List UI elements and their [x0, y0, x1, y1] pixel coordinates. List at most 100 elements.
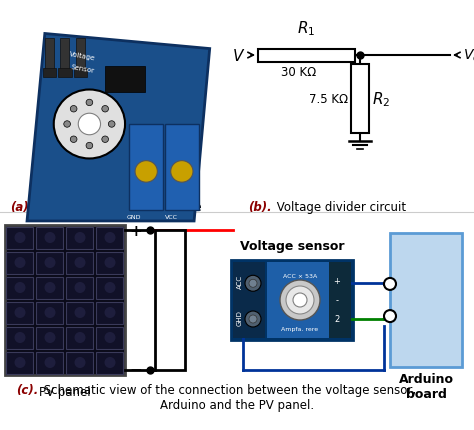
Circle shape [245, 276, 261, 292]
Bar [258, 49, 355, 62]
Circle shape [104, 357, 116, 368]
Bar [7, 227, 34, 249]
Circle shape [384, 278, 396, 290]
Polygon shape [27, 34, 210, 221]
Text: Sensor: Sensor [71, 64, 95, 74]
Circle shape [45, 357, 55, 368]
Circle shape [384, 310, 396, 322]
Bar [7, 352, 34, 374]
Bar [329, 262, 351, 338]
Text: GHD: GHD [237, 309, 243, 325]
Circle shape [70, 137, 77, 143]
Circle shape [64, 121, 71, 128]
Text: ACC: ACC [237, 274, 243, 289]
Circle shape [280, 280, 320, 320]
Text: B25 Voltage Sensor Module: B25 Voltage Sensor Module [36, 200, 201, 213]
Circle shape [102, 106, 109, 113]
Bar [36, 252, 64, 274]
Bar [97, 302, 124, 324]
Bar [97, 227, 124, 249]
Circle shape [104, 307, 116, 318]
Circle shape [102, 137, 109, 143]
Bar [5, 225, 125, 375]
Circle shape [74, 332, 85, 343]
Text: +: + [334, 277, 340, 286]
Bar [58, 69, 72, 77]
Circle shape [74, 258, 85, 268]
Circle shape [104, 258, 116, 268]
Bar [74, 69, 87, 77]
Bar [36, 352, 64, 374]
Text: $V_{out}$: $V_{out}$ [463, 48, 474, 64]
Text: Ampfa. rere: Ampfa. rere [282, 327, 319, 332]
Text: Load: Load [164, 285, 176, 315]
Bar [66, 227, 93, 249]
Circle shape [15, 332, 26, 343]
Bar [43, 69, 56, 77]
Text: (c).: (c). [16, 384, 38, 396]
Text: 7.5 KΩ: 7.5 KΩ [309, 92, 348, 105]
Text: GND: GND [127, 215, 141, 220]
Text: $R_2$: $R_2$ [372, 90, 390, 108]
Circle shape [45, 283, 55, 293]
Circle shape [15, 258, 26, 268]
Circle shape [78, 114, 100, 135]
Text: Voltage: Voltage [69, 51, 96, 61]
Circle shape [15, 283, 26, 293]
Bar [233, 262, 265, 338]
Bar [265, 262, 267, 338]
Bar [66, 352, 93, 374]
Bar [45, 39, 54, 71]
Text: +: + [129, 223, 142, 238]
Circle shape [135, 161, 157, 183]
Bar [97, 252, 124, 274]
Text: Arduino and the PV panel.: Arduino and the PV panel. [160, 399, 314, 412]
Bar [165, 125, 199, 211]
Bar [36, 227, 64, 249]
Bar [60, 39, 69, 71]
Text: 30 KΩ: 30 KΩ [281, 65, 316, 78]
Bar [66, 252, 93, 274]
Text: -: - [336, 296, 338, 305]
Circle shape [15, 233, 26, 243]
Circle shape [45, 233, 55, 243]
Circle shape [104, 283, 116, 293]
Text: GND: GND [400, 278, 429, 291]
Circle shape [245, 311, 261, 327]
Circle shape [86, 143, 93, 150]
Circle shape [109, 121, 115, 128]
Bar [66, 327, 93, 349]
Bar [7, 327, 34, 349]
Text: $V$: $V$ [232, 48, 245, 64]
Bar [129, 125, 163, 211]
Text: Voltage divider circuit: Voltage divider circuit [273, 200, 406, 213]
Bar [76, 39, 85, 71]
Text: Voltage sensor: Voltage sensor [240, 240, 344, 252]
Text: Schematic view of the connection between the voltage sensor,: Schematic view of the connection between… [40, 384, 416, 396]
Text: VCC: VCC [165, 215, 178, 220]
Bar [7, 252, 34, 274]
Circle shape [286, 286, 314, 314]
Text: ACC × 53A: ACC × 53A [283, 273, 317, 279]
Bar [155, 230, 185, 370]
Circle shape [15, 357, 26, 368]
Text: PV panel: PV panel [39, 385, 91, 398]
Circle shape [104, 332, 116, 343]
Circle shape [293, 293, 307, 307]
Bar [390, 233, 462, 367]
Circle shape [86, 100, 93, 107]
Text: −: − [129, 362, 142, 378]
Bar [36, 277, 64, 299]
Text: (b).: (b). [248, 200, 272, 213]
Text: $R_1$: $R_1$ [297, 19, 316, 37]
Bar [7, 277, 34, 299]
Circle shape [45, 332, 55, 343]
Circle shape [15, 307, 26, 318]
Bar [97, 327, 124, 349]
Bar [105, 67, 145, 92]
Bar [36, 327, 64, 349]
Circle shape [171, 161, 193, 183]
Bar [233, 262, 351, 338]
Circle shape [249, 315, 257, 323]
Bar [66, 302, 93, 324]
